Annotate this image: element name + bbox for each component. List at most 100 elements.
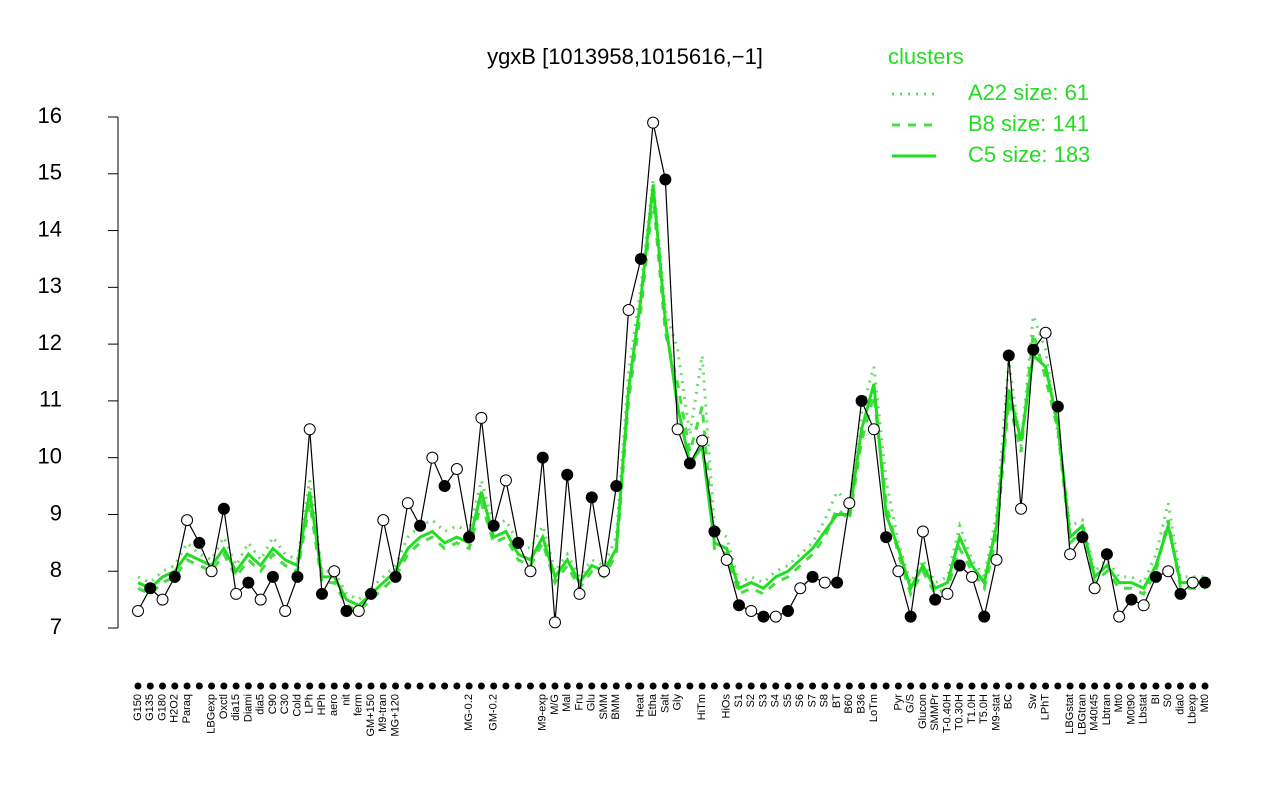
rug-dot [833, 682, 841, 690]
rug-dot [1176, 682, 1184, 690]
expression-point [965, 570, 978, 583]
expression-point [573, 587, 586, 600]
x-tick-label: Lbstat [1138, 694, 1150, 724]
expression-point [487, 519, 500, 532]
x-tick-label: dia0 [1174, 694, 1186, 715]
expression-point [205, 565, 218, 578]
expression-point [1199, 576, 1211, 589]
x-tick-label: Etha [647, 693, 659, 717]
expression-point [548, 616, 561, 629]
x-tick-label: SMMPr [929, 694, 941, 731]
expression-point [880, 531, 893, 544]
rug-dot [674, 682, 682, 690]
x-tick-label: T0.30H [954, 694, 966, 730]
y-tick-label: 9 [50, 500, 62, 525]
expression-point [401, 497, 414, 510]
expression-point [757, 610, 770, 623]
expression-point [659, 173, 672, 186]
rug-dot [293, 682, 301, 690]
x-tick-label: Oxctl [218, 694, 230, 719]
rug-dot [588, 682, 596, 690]
expression-point [831, 576, 844, 589]
expression-point [1064, 548, 1077, 561]
x-tick-label: Salt [659, 694, 671, 713]
rug-dot [392, 682, 400, 690]
expression-point [1174, 587, 1187, 600]
expression-point [144, 582, 157, 595]
x-tick-label: G135 [144, 694, 156, 721]
rug-dot [526, 682, 534, 690]
rug-dot [490, 682, 498, 690]
rug-dot [539, 682, 547, 690]
rug-dot [1017, 682, 1025, 690]
x-tick-label: BI [1150, 694, 1162, 704]
expression-point [242, 576, 255, 589]
x-tick-label: Lbexp [1187, 694, 1199, 724]
cluster-line [137, 179, 1205, 602]
expression-point [181, 514, 194, 527]
x-tick-label: BMM [610, 694, 622, 720]
rug-dot [514, 682, 522, 690]
expression-point [340, 604, 353, 617]
rug-dot [1005, 682, 1013, 690]
y-tick-label: 12 [38, 330, 62, 355]
expression-point [156, 593, 169, 606]
expression-point [303, 423, 316, 436]
rug-dot [845, 682, 853, 690]
rug-dot [244, 682, 252, 690]
expression-point [696, 434, 709, 447]
rug-dot [208, 682, 216, 690]
x-tick-label: Mt0 [1199, 694, 1211, 712]
expression-point [978, 610, 991, 623]
x-tick-label: BC [1003, 694, 1015, 709]
rug-dot [159, 682, 167, 690]
y-tick-label: 8 [50, 557, 62, 582]
rug-dot [907, 682, 915, 690]
rug-dot [1078, 682, 1086, 690]
x-tick-label: Gly [672, 694, 684, 711]
rug-dot [257, 682, 265, 690]
legend-label: A22 size: 61 [968, 80, 1089, 105]
x-tick-label: Pyr [892, 694, 904, 711]
x-tick-label: Fru [573, 694, 585, 711]
rug-dot [858, 682, 866, 690]
x-tick-label: Glu [586, 694, 598, 711]
expression-point [1149, 570, 1162, 583]
expression-point [499, 474, 512, 487]
expression-point [1186, 576, 1199, 589]
x-tick-label: T1.0H [966, 694, 978, 724]
expression-point [450, 463, 463, 476]
rug-dot [502, 682, 510, 690]
expression-point [916, 525, 929, 538]
rug-dot [269, 682, 277, 690]
x-tick-label: LBGstat [1064, 694, 1076, 734]
rug-dot [1066, 682, 1074, 690]
expression-point [1015, 502, 1028, 515]
rug-dot [980, 682, 988, 690]
rug-dot [735, 682, 743, 690]
expression-point [254, 593, 267, 606]
rug-dot [330, 682, 338, 690]
rug-dot [637, 682, 645, 690]
expression-point [1125, 593, 1138, 606]
expression-point [598, 565, 611, 578]
expression-point [1076, 531, 1089, 544]
rug-dot [993, 682, 1001, 690]
expression-point [1002, 349, 1015, 362]
x-tick-label: Lbtran [1101, 694, 1113, 725]
expression-point [193, 536, 206, 549]
x-tick-label: LPh [304, 694, 316, 714]
rug-dot [171, 682, 179, 690]
expression-point [892, 565, 905, 578]
y-tick-label: 14 [38, 216, 62, 241]
x-tick-label: C90 [267, 694, 279, 714]
x-tick-label: T-0.40H [941, 694, 953, 733]
expression-point [1039, 326, 1052, 339]
x-tick-label: S4 [770, 694, 782, 707]
x-tick-label: M0t90 [1125, 694, 1137, 725]
expression-point [855, 394, 868, 407]
rug-dot [943, 682, 951, 690]
x-tick-label: LBGtran [1076, 694, 1088, 735]
expression-point [720, 553, 733, 566]
